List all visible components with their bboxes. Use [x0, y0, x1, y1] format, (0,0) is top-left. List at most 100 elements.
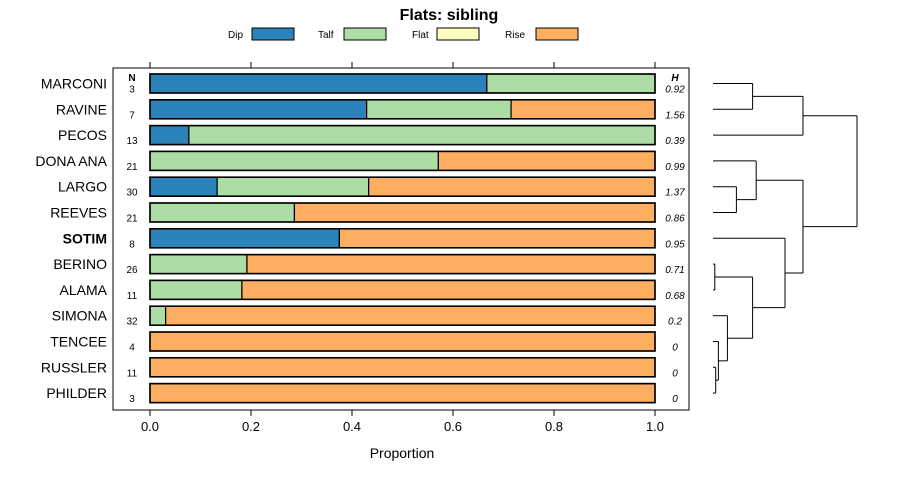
bar-outline [149, 73, 656, 94]
legend-swatch-dip [251, 27, 295, 41]
legend-label-dip: Dip [228, 30, 243, 41]
h-value: 0.95 [665, 239, 685, 250]
bar-outline [149, 253, 656, 275]
bar-segment-talf [149, 254, 248, 275]
n-value: 21 [126, 162, 138, 173]
row-label: PHILDER [46, 385, 107, 401]
plot-frame [112, 67, 690, 411]
bar-outline [149, 279, 656, 301]
bar-segment-rise [149, 357, 656, 378]
bar-outline [149, 331, 656, 352]
bar-segment-dip [149, 99, 368, 120]
legend-swatch-flat [436, 27, 480, 41]
h-labels: 0.92 1.56 0.39 0.99 1.37 0.86 0.95 0.71 0.68 0.2 0… [665, 85, 685, 406]
row-label: MARCONI [41, 76, 107, 92]
bar-outline [149, 99, 656, 120]
bar-segment-dip [149, 73, 488, 94]
h-value: 0 [672, 343, 678, 354]
x-tick-label: 0.6 [444, 419, 462, 434]
legend-label-flat: Flat [412, 30, 429, 41]
legend: Dip Talf Flat Rise [228, 27, 579, 41]
n-value: 21 [126, 214, 138, 225]
legend-label-talf: Talf [318, 30, 334, 41]
n-value: 8 [129, 239, 135, 250]
bar-segment-rise [165, 305, 656, 326]
n-labels: 3 7 13 21 30 21 8 26 11 32 4 11 3 [126, 85, 138, 406]
bar-segment-talf [216, 176, 370, 197]
h-value: 0.92 [665, 85, 685, 96]
bar-segment-dip [149, 124, 190, 146]
row-labels: MARCONI RAVINE PECOS DONA ANA LARGO REEVES SOT… [35, 76, 107, 402]
h-value: 0.68 [665, 291, 685, 302]
bar-segment-talf [366, 99, 512, 120]
h-value: 1.37 [665, 188, 685, 199]
row-label: PECOS [58, 127, 107, 143]
bar-outline [149, 202, 656, 223]
bar-segment-talf [188, 124, 656, 146]
x-axis: 0.0 0.2 0.4 0.6 0.8 1.0 [141, 410, 664, 434]
chart-title: Flats: sibling [400, 7, 499, 24]
bar-segment-rise [293, 202, 656, 223]
x-tick-label: 0.2 [242, 419, 260, 434]
bar-segment-dip [149, 176, 218, 197]
row-label: RUSSLER [41, 359, 107, 375]
bar-outline [149, 150, 656, 172]
n-value: 11 [127, 368, 138, 379]
dendrogram [713, 83, 858, 394]
n-value: 7 [129, 110, 135, 121]
h-value: 0 [672, 368, 678, 379]
bar-segment-dip [149, 228, 340, 249]
bar-segment-talf [486, 73, 656, 94]
bar-segment-rise [149, 331, 656, 352]
h-value: 0.71 [665, 265, 684, 276]
bar-outline [149, 176, 656, 197]
bar-segment-rise [437, 150, 656, 171]
h-value: 0.2 [668, 317, 682, 328]
n-value: 13 [126, 136, 138, 147]
legend-swatch-rise [535, 27, 579, 41]
x-tick-label: 0.4 [343, 419, 361, 434]
h-value: 0.99 [665, 162, 685, 173]
row-label: ALAMA [60, 282, 108, 298]
top-axis-ticks [149, 62, 656, 68]
x-axis-label: Proportion [370, 445, 435, 461]
bars [149, 73, 656, 404]
x-tick-label: 0.8 [545, 419, 563, 434]
x-tick-label: 0.0 [141, 419, 159, 434]
h-value: 1.56 [665, 110, 685, 121]
n-value: 3 [129, 85, 135, 96]
legend-swatch-talf [343, 27, 387, 41]
h-value: 0.86 [665, 214, 685, 225]
row-label: LARGO [58, 179, 107, 195]
bar-outline [149, 124, 656, 146]
row-label: RAVINE [56, 101, 107, 117]
bar-outline [149, 228, 656, 249]
x-tick-label: 1.0 [646, 419, 664, 434]
row-label: SOTIM [63, 230, 107, 246]
row-label: SIMONA [52, 308, 108, 324]
n-value: 30 [126, 188, 138, 199]
row-label: REEVES [50, 205, 107, 221]
n-value: 11 [127, 291, 138, 302]
h-header: H [671, 73, 679, 84]
bar-segment-talf [149, 202, 296, 223]
n-value: 32 [126, 317, 138, 328]
bar-segment-talf [149, 150, 439, 171]
bar-segment-talf [149, 305, 167, 326]
bar-outline [149, 305, 656, 327]
bar-segment-talf [149, 279, 243, 300]
row-label: DONA ANA [35, 153, 107, 169]
n-value: 4 [129, 343, 135, 354]
bar-segment-rise [149, 383, 656, 404]
row-label: TENCEE [50, 334, 107, 350]
bar-outline [149, 356, 656, 378]
bar-segment-rise [510, 99, 656, 120]
bar-segment-rise [338, 228, 656, 249]
n-value: 3 [129, 394, 135, 405]
legend-label-rise: Rise [505, 30, 525, 41]
h-value: 0 [672, 394, 678, 405]
bar-segment-rise [246, 254, 656, 275]
bar-outline [149, 382, 656, 404]
bar-segment-rise [241, 279, 656, 300]
